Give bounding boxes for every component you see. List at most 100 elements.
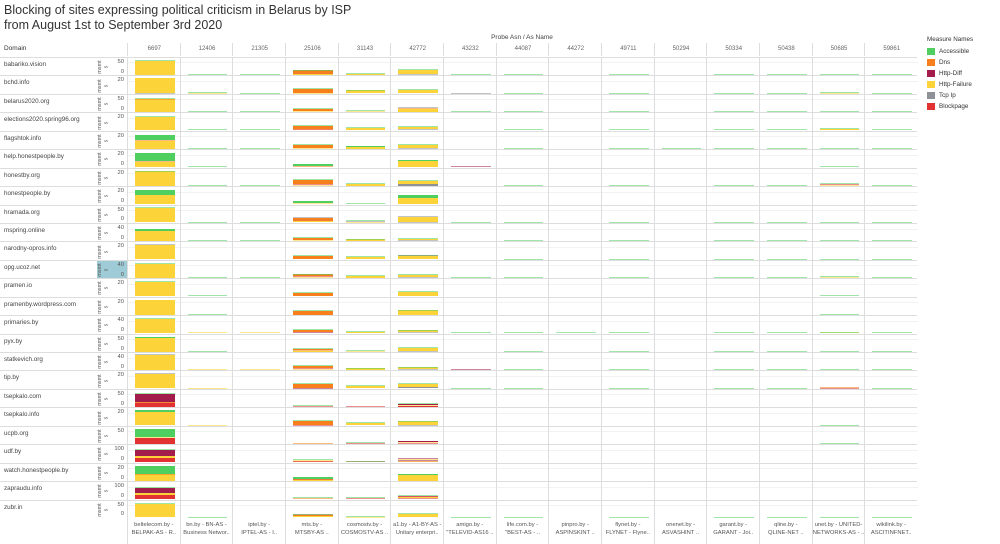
bar-segment-A[interactable] (872, 350, 913, 352)
bar-segment-A[interactable] (503, 258, 544, 260)
domain-label[interactable]: pramenby.wordpress.com (4, 300, 76, 308)
bar-segment-A[interactable] (503, 350, 544, 352)
bar-segment-B[interactable] (398, 461, 438, 463)
bar-segment-H[interactable] (398, 460, 438, 462)
bar-segment-B[interactable] (345, 406, 386, 407)
bar-segment-A[interactable] (714, 129, 755, 131)
bar-segment-H[interactable] (398, 126, 438, 130)
bar-segment-H[interactable] (345, 111, 386, 112)
bar-segment-A[interactable] (398, 180, 438, 182)
bar-segment-A[interactable] (714, 516, 755, 518)
bar-segment-H[interactable] (135, 436, 175, 438)
column-header-asn[interactable]: 50438 (759, 43, 813, 56)
bar-segment-A[interactable] (345, 515, 386, 517)
bar-segment-H[interactable] (135, 245, 175, 260)
bar-segment-A[interactable] (135, 97, 175, 99)
bar-segment-X[interactable] (398, 459, 438, 461)
bar-segment-A[interactable] (240, 92, 280, 94)
bar-segment-A[interactable] (714, 369, 755, 370)
bar-segment-H[interactable] (398, 181, 438, 185)
bar-segment-T[interactable] (398, 276, 438, 278)
column-header-asn[interactable]: 43232 (443, 43, 497, 56)
bar-segment-A[interactable] (293, 124, 333, 126)
bar-segment-A[interactable] (714, 350, 755, 352)
domain-label[interactable]: honestby.org (4, 171, 40, 179)
bar-segment-A[interactable] (135, 170, 175, 172)
msmt-axis[interactable]: msmt s 50 0 (97, 206, 127, 224)
bar-segment-A[interactable] (345, 460, 386, 462)
bar-segment-A[interactable] (293, 347, 333, 349)
bar-segment-H[interactable] (187, 387, 228, 389)
domain-label[interactable]: tsepkalo.info (4, 411, 40, 419)
domain-label[interactable]: help.honestpeople.by (4, 153, 64, 161)
bar-segment-D[interactable] (819, 386, 860, 388)
legend-item-dns[interactable]: Dns (927, 57, 973, 68)
domain-label[interactable]: watch.honestpeople.by (4, 466, 69, 474)
domain-label[interactable]: hramada.org (4, 208, 40, 216)
bar-segment-H[interactable] (135, 99, 175, 112)
bar-segment-A[interactable] (187, 221, 228, 223)
bar-segment-A[interactable] (767, 92, 807, 94)
bar-segment-A[interactable] (398, 126, 438, 127)
column-footer-as-name[interactable]: life.com.by - "BEST-AS - .. (495, 519, 549, 544)
domain-label[interactable]: babariko.vision (4, 61, 47, 68)
bar-segment-A[interactable] (714, 184, 755, 186)
bar-segment-D[interactable] (135, 473, 175, 475)
bar-segment-H[interactable] (345, 368, 386, 370)
bar-segment-A[interactable] (293, 236, 333, 238)
bar-segment-A[interactable] (293, 310, 333, 311)
bar-segment-D[interactable] (293, 237, 333, 241)
bar-segment-B[interactable] (135, 402, 175, 407)
bar-segment-X[interactable] (135, 450, 175, 456)
msmt-axis[interactable]: msmt s 40 0 (97, 224, 127, 242)
bar-segment-A[interactable] (819, 240, 860, 241)
legend-item-blockpage[interactable]: Blockpage (927, 101, 973, 112)
bar-segment-A[interactable] (819, 369, 860, 370)
bar-segment-D[interactable] (293, 366, 333, 369)
bar-segment-H[interactable] (819, 129, 860, 131)
bar-segment-B[interactable] (293, 460, 333, 462)
bar-segment-A[interactable] (714, 111, 755, 112)
bar-segment-D[interactable] (293, 217, 333, 220)
bar-segment-A[interactable] (135, 262, 175, 264)
bar-segment-A[interactable] (609, 332, 649, 334)
bar-segment-A[interactable] (240, 74, 280, 75)
bar-segment-A[interactable] (293, 497, 333, 499)
bar-segment-H[interactable] (135, 116, 175, 131)
bar-segment-A[interactable] (345, 422, 386, 423)
bar-segment-A[interactable] (819, 111, 860, 112)
bar-segment-H[interactable] (398, 384, 438, 388)
msmt-axis[interactable]: msmt s 20 (97, 113, 127, 131)
bar-segment-A[interactable] (187, 184, 228, 186)
bar-segment-B[interactable] (819, 183, 860, 185)
bar-segment-A[interactable] (767, 332, 807, 334)
bar-segment-T[interactable] (398, 216, 438, 218)
msmt-axis[interactable]: msmt s 50 0 (97, 95, 127, 113)
domain-label[interactable]: tip.by (4, 374, 20, 382)
bar-segment-A[interactable] (767, 516, 807, 518)
bar-segment-H[interactable] (293, 111, 333, 112)
bar-segment-D[interactable] (293, 498, 333, 500)
bar-segment-H[interactable] (345, 90, 386, 94)
msmt-axis[interactable]: msmt s 20 (97, 76, 127, 94)
bar-segment-A[interactable] (187, 111, 228, 112)
bar-segment-A[interactable] (135, 393, 175, 395)
bar-segment-D[interactable] (135, 139, 175, 141)
bar-segment-D[interactable] (293, 420, 333, 425)
domain-label[interactable]: tsepkalo.com (4, 392, 42, 400)
bar-segment-X[interactable] (398, 255, 438, 257)
bar-segment-D[interactable] (293, 166, 333, 168)
bar-segment-H[interactable] (398, 160, 438, 168)
bar-segment-A[interactable] (714, 92, 755, 94)
bar-segment-A[interactable] (819, 74, 860, 75)
bar-segment-A[interactable] (503, 276, 544, 278)
bar-segment-A[interactable] (503, 92, 544, 94)
bar-segment-H[interactable] (398, 475, 438, 481)
bar-segment-D[interactable] (293, 330, 333, 333)
bar-segment-D[interactable] (293, 255, 333, 260)
bar-segment-A[interactable] (503, 332, 544, 334)
bar-segment-A[interactable] (398, 473, 438, 476)
bar-segment-A[interactable] (345, 256, 386, 257)
bar-segment-T[interactable] (293, 216, 333, 218)
bar-segment-A[interactable] (451, 111, 491, 112)
